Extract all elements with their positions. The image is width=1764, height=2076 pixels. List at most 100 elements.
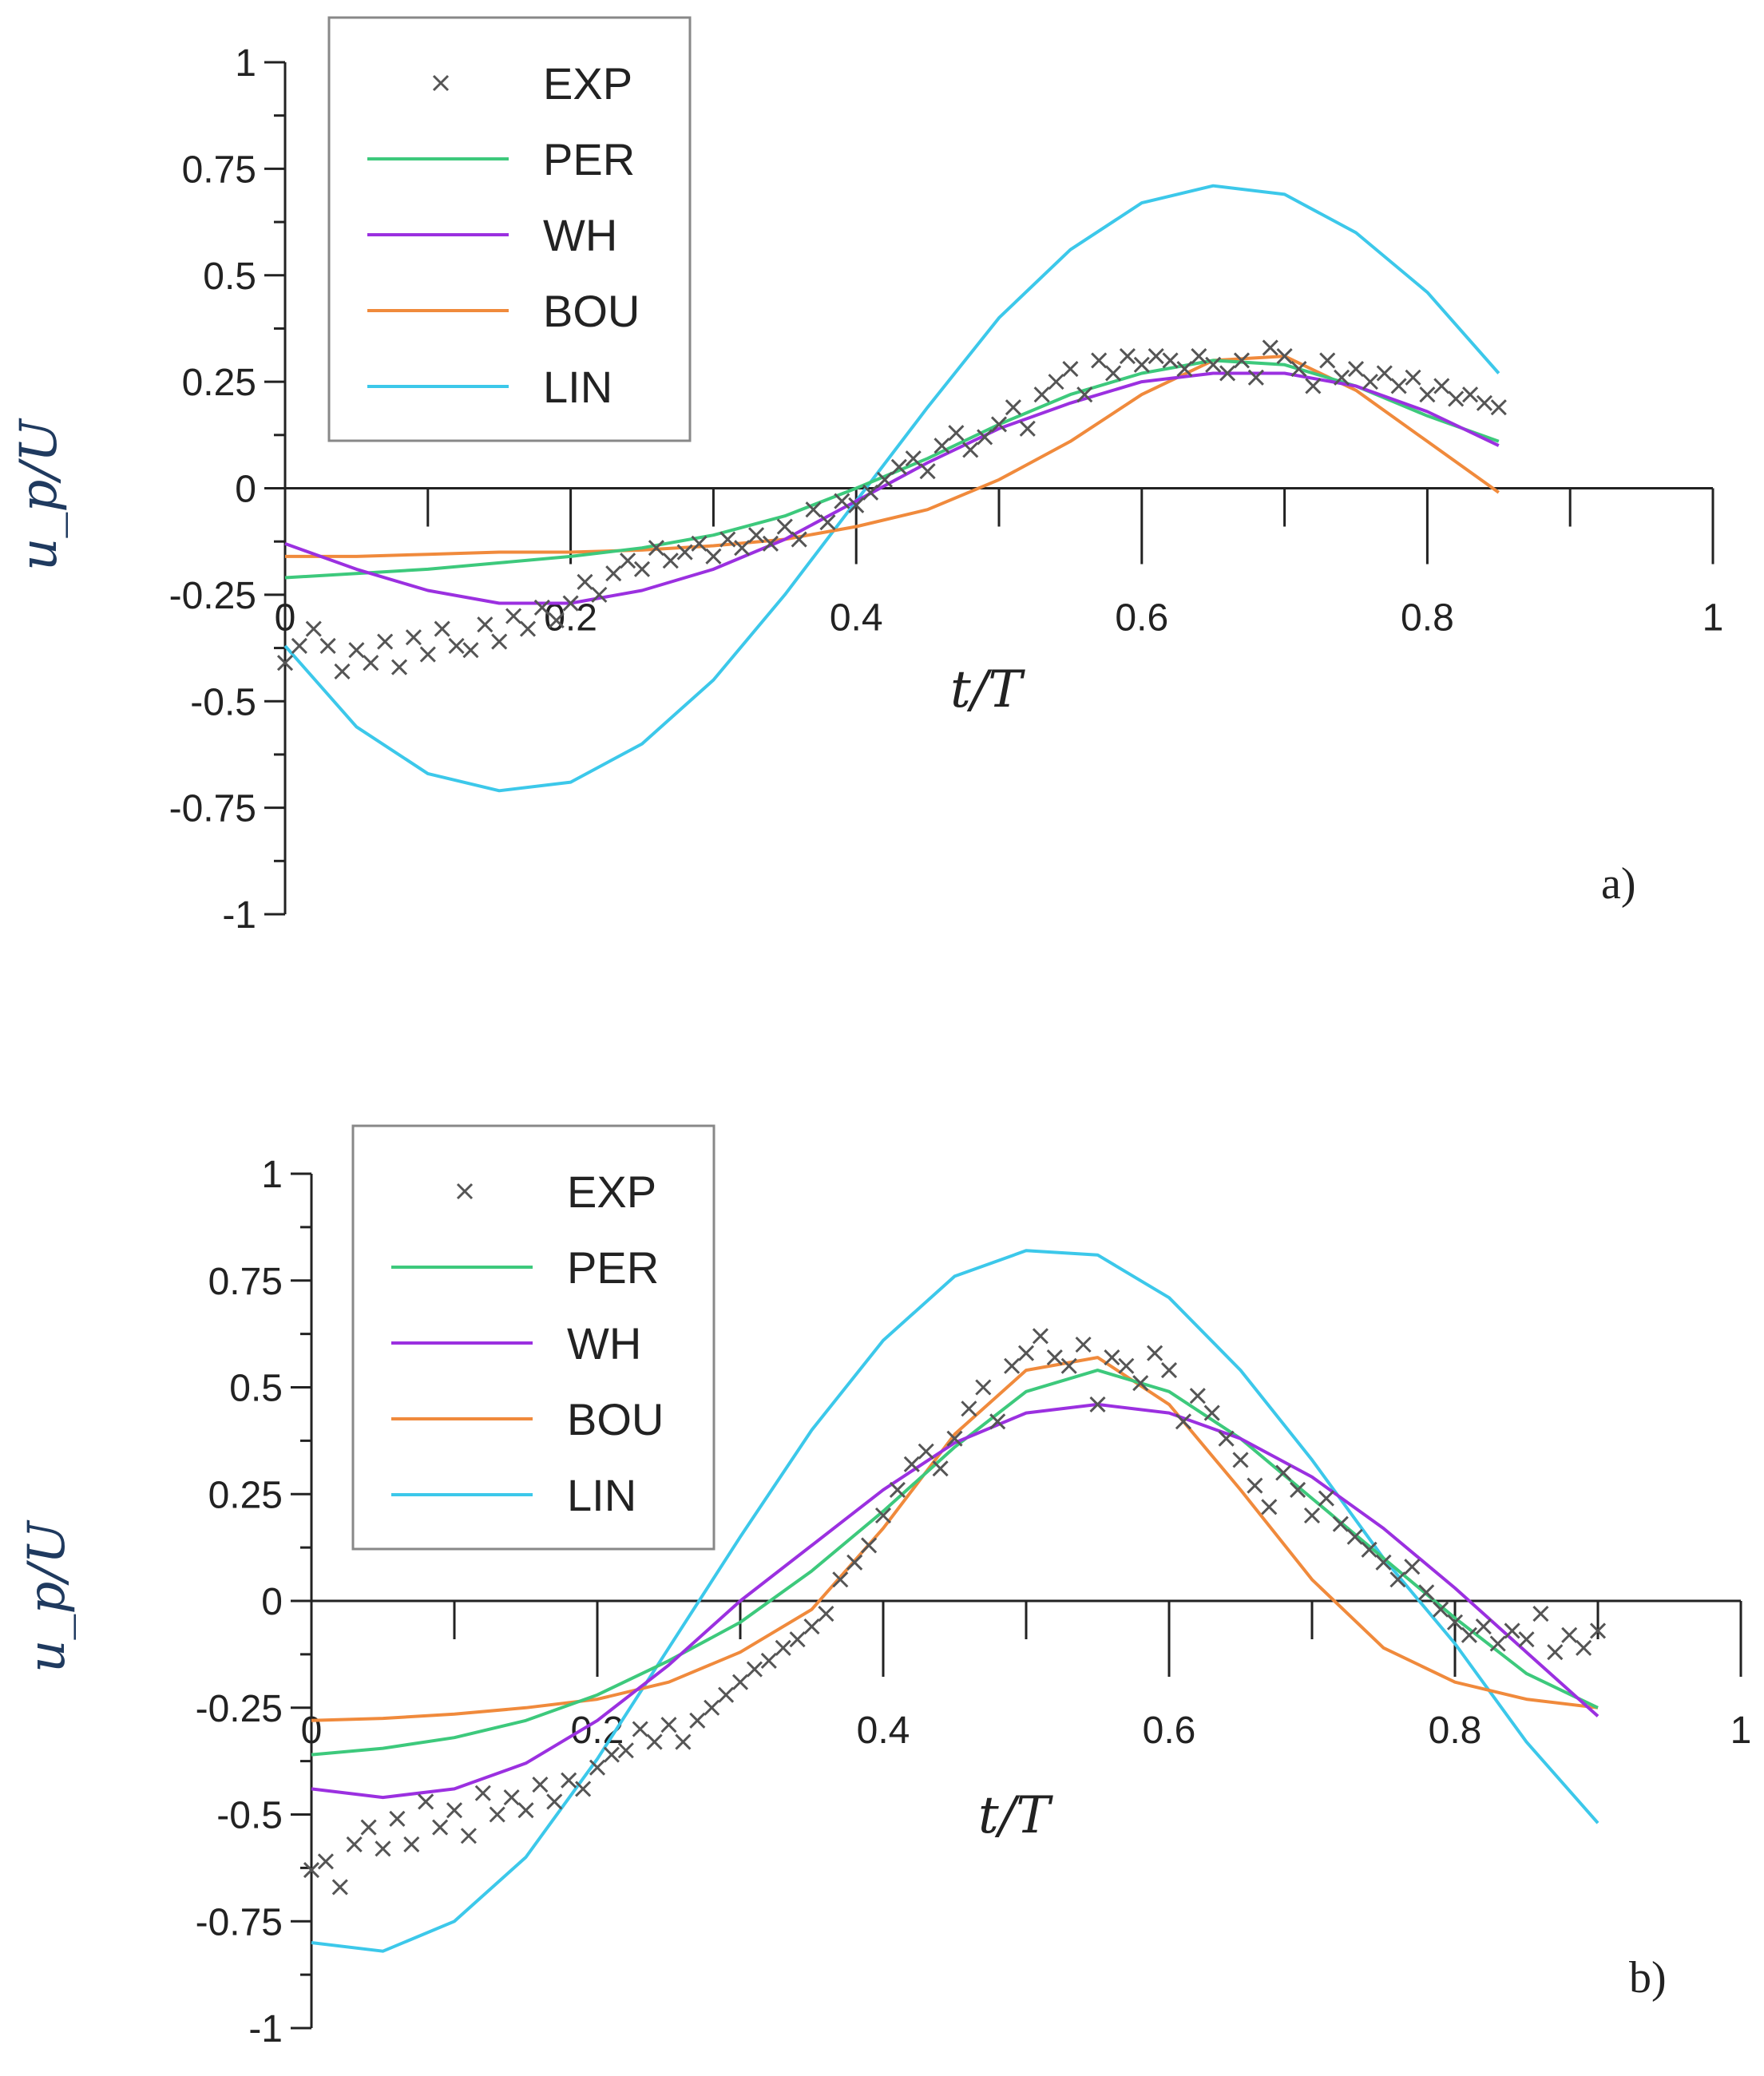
panel-b-exp-point — [331, 1879, 348, 1896]
panel-a-exp-point — [491, 633, 508, 650]
panel-a-exp-point — [548, 612, 565, 628]
panel-b-y-tick-label: -0.25 — [196, 1688, 283, 1730]
panel-a-exp-point — [962, 442, 979, 458]
panel-b-exp-point — [517, 1802, 534, 1819]
panel-a-y-tick-label: 0 — [235, 469, 256, 511]
panel-a-exp-point — [562, 595, 579, 612]
panel-a-exp-point — [819, 514, 836, 531]
panel-a-exp-point — [620, 553, 636, 569]
panel-a-exp-point — [1205, 356, 1222, 373]
panel-a-exp-point — [719, 531, 736, 548]
panel-a-exp-point — [747, 527, 765, 544]
panel-b-exp-point — [1532, 1605, 1549, 1622]
panel-b-exp-point — [418, 1793, 434, 1810]
panel-a-exp-point — [462, 642, 479, 659]
panel-b-exp-point — [575, 1781, 592, 1797]
panel-b-legend-marker-exp — [456, 1183, 474, 1200]
panel-a-exp-point — [1019, 420, 1036, 437]
panel-b-exp-point — [1404, 1559, 1421, 1575]
panel-b-exp-point — [489, 1806, 505, 1823]
panel-a-legend-box — [327, 16, 692, 442]
panel-a-exp-point — [419, 646, 436, 663]
panel-a-exp-point — [919, 463, 936, 480]
panel-a-exp-point — [1362, 374, 1378, 390]
panel-a-exp-point — [276, 655, 294, 672]
panel-a-exp-point — [1290, 361, 1307, 378]
panel-a-exp-point — [1076, 386, 1093, 403]
panel-a-exp-point — [591, 586, 608, 603]
panel-a-x-axis-title: t/T — [950, 660, 1025, 719]
panel-a-exp-point — [1247, 369, 1264, 386]
panel-a-exp-point — [876, 471, 894, 488]
panel-b-exp-point — [1303, 1507, 1321, 1524]
panel-b-exp-point — [1147, 1345, 1163, 1361]
panel-a-exp-point — [1091, 352, 1108, 369]
panel-b-exp-point — [1547, 1644, 1564, 1661]
panel-a-legend-marker-exp — [432, 74, 450, 92]
panel-a-x-tick-label: 0.6 — [1115, 597, 1168, 640]
panel-a-y-tick-label: 1 — [235, 42, 256, 85]
panel-a-exp-point — [1461, 386, 1479, 403]
panel-a-label: a) — [1601, 859, 1636, 909]
panel-b-x-tick-label: 0.8 — [1429, 1710, 1482, 1752]
panel-b-exp-point — [1017, 1345, 1035, 1361]
panel-b-exp-point — [1518, 1631, 1535, 1648]
panel-a-exp-point — [834, 493, 850, 509]
panel-a-legend-label-per: PER — [543, 134, 635, 184]
panel-b-exp-point — [846, 1554, 863, 1571]
panel-a-exp-point — [334, 663, 351, 679]
panel-a-exp-point — [505, 608, 522, 624]
panel-b-exp-point — [603, 1746, 620, 1763]
panel-a-x-tick-label: 1 — [1703, 597, 1724, 640]
panel-b-exp-point — [1089, 1396, 1106, 1412]
panel-b-exp-point — [1232, 1452, 1249, 1468]
panel-b-legend-label-lin: LIN — [567, 1470, 636, 1520]
panel-a-exp-point — [948, 425, 965, 442]
panel-a-exp-point — [1305, 378, 1322, 394]
panel-a-exp-point — [448, 637, 465, 654]
panel-b-legend-label-bou: BOU — [567, 1394, 664, 1444]
panel-b-exp-point — [1118, 1357, 1135, 1374]
panel-b-exp-point — [561, 1772, 577, 1789]
panel-b-exp-point — [1389, 1571, 1406, 1588]
panel-a-x-tick-label: 0.4 — [830, 597, 883, 640]
panel-b-exp-point — [1561, 1626, 1578, 1643]
panel-b-exp-point — [731, 1674, 749, 1690]
panel-b-exp-point — [1046, 1349, 1063, 1366]
panel-a-series — [276, 184, 1507, 793]
panel-a-exp-point — [805, 501, 822, 518]
panel-a-exp-point — [705, 548, 722, 565]
panel-a-y-tick-label: -0.75 — [169, 788, 256, 830]
panel-b-legend-label-per: PER — [567, 1242, 659, 1293]
panel-b-exp-point — [718, 1686, 735, 1703]
panel-a-exp-point — [1448, 390, 1465, 407]
panel-b-y-tick-label: -0.5 — [216, 1795, 283, 1837]
panel-b-exp-point — [1332, 1515, 1349, 1532]
panel-b-exp-point — [632, 1721, 648, 1737]
panel-a-exp-point — [1262, 339, 1278, 356]
panel-b-exp-point — [375, 1840, 391, 1857]
panel-a-legend: EXP PER WH BOU LIN — [327, 16, 692, 442]
panel-a-series-bou — [285, 355, 1500, 558]
panel-b-exp-point — [589, 1759, 606, 1776]
panel-b: 10.750.50.250-0.25-0.5-0.75-10 0.2 0.4 0.6 0… — [18, 1124, 1752, 2050]
panel-a-exp-point — [291, 637, 307, 654]
panel-a-exp-point — [862, 484, 879, 501]
panel-a-exp-point — [434, 620, 450, 637]
panel-b-exp-point — [432, 1819, 449, 1836]
panel-a-exp-point — [1191, 348, 1207, 365]
panel-a-exp-point — [1476, 394, 1492, 411]
panel-b-exp-point — [1004, 1357, 1021, 1374]
panel-a-series-wh — [284, 371, 1500, 605]
panel-b-exp-point — [1261, 1499, 1278, 1515]
panel-a-exp-point — [776, 518, 793, 535]
panel-a-exp-point — [1033, 386, 1050, 403]
panel-a-exp-point — [1405, 369, 1421, 386]
panel-a-exp-point — [648, 540, 664, 557]
panel-b-axes: 10.750.50.250-0.25-0.5-0.75-10 0.2 0.4 0.6 0… — [196, 1154, 1752, 2050]
panel-b-series — [303, 1249, 1607, 1953]
panel-a-y-axis-title: u_p/U — [10, 418, 69, 571]
panel-b-y-tick-label: 0.25 — [208, 1474, 283, 1516]
panel-b-exp-point — [775, 1639, 791, 1656]
panel-b-exp-point — [1203, 1404, 1220, 1421]
